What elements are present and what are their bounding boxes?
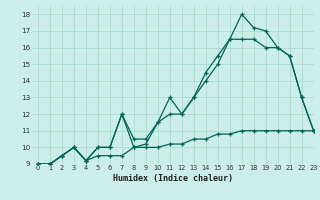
X-axis label: Humidex (Indice chaleur): Humidex (Indice chaleur) xyxy=(113,174,233,183)
